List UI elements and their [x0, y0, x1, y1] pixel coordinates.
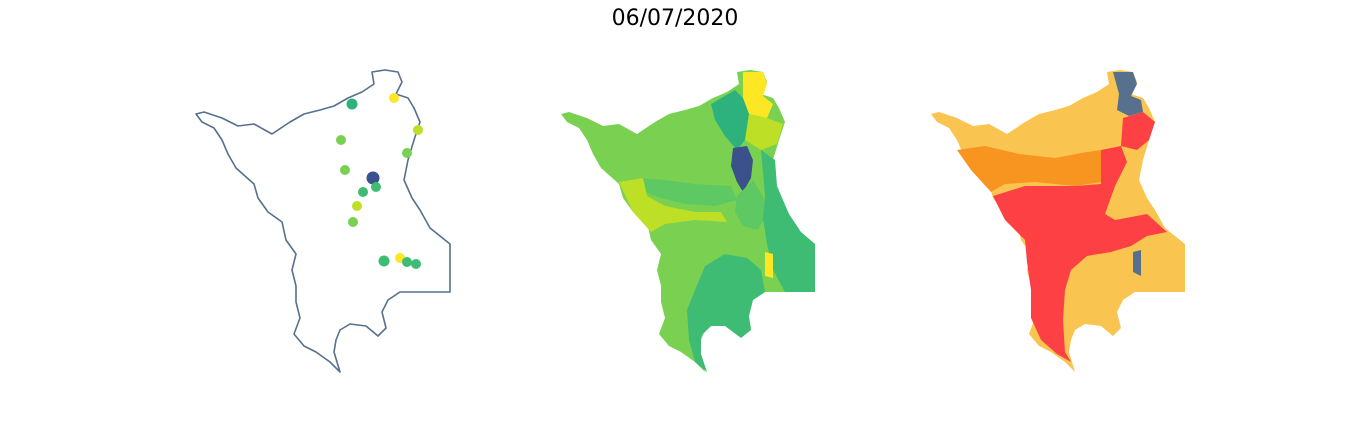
station-marker-st-15	[411, 259, 421, 269]
station-marker-st-5	[402, 148, 412, 158]
basin-east-sliver-yellow	[765, 252, 773, 278]
station-marker-st-8	[371, 182, 381, 192]
station-marker-st-7	[366, 171, 380, 185]
basin-north-teal	[711, 90, 749, 150]
basin-center-dark	[731, 146, 753, 192]
station-marker-st-6	[340, 165, 350, 175]
station-marker-st-3	[413, 125, 423, 135]
station-marker-st-14	[402, 257, 412, 267]
station-marker-st-1	[346, 98, 358, 110]
station-marker-st-10	[352, 201, 362, 211]
risk-north-slate	[1113, 72, 1143, 116]
basins-risk-map	[931, 70, 1185, 372]
basin-mideast-green	[735, 180, 767, 230]
station-marker-st-9	[358, 187, 368, 197]
basin-west-lime	[619, 178, 727, 232]
basin-south-green	[687, 254, 765, 372]
station-marker-st-12	[378, 255, 390, 267]
basin-north-yellow	[743, 72, 773, 118]
station-marker-st-2	[389, 93, 399, 103]
basin-northeast-lime	[745, 114, 783, 150]
risk-northeast-red	[1121, 112, 1155, 150]
map-date-title: 06/07/2020	[611, 6, 739, 31]
risk-central-red	[993, 146, 1167, 362]
station-marker-st-11	[348, 217, 358, 227]
basin-east-green	[761, 150, 815, 292]
stations-map	[195, 69, 451, 373]
basins-value-map	[561, 70, 815, 372]
risk-west-orange	[957, 146, 1101, 192]
region-boundary-outline	[195, 69, 451, 373]
station-points	[336, 93, 423, 269]
risk-south-slate	[1133, 250, 1141, 276]
basin-central-green	[641, 178, 737, 206]
station-marker-st-4	[336, 135, 346, 145]
